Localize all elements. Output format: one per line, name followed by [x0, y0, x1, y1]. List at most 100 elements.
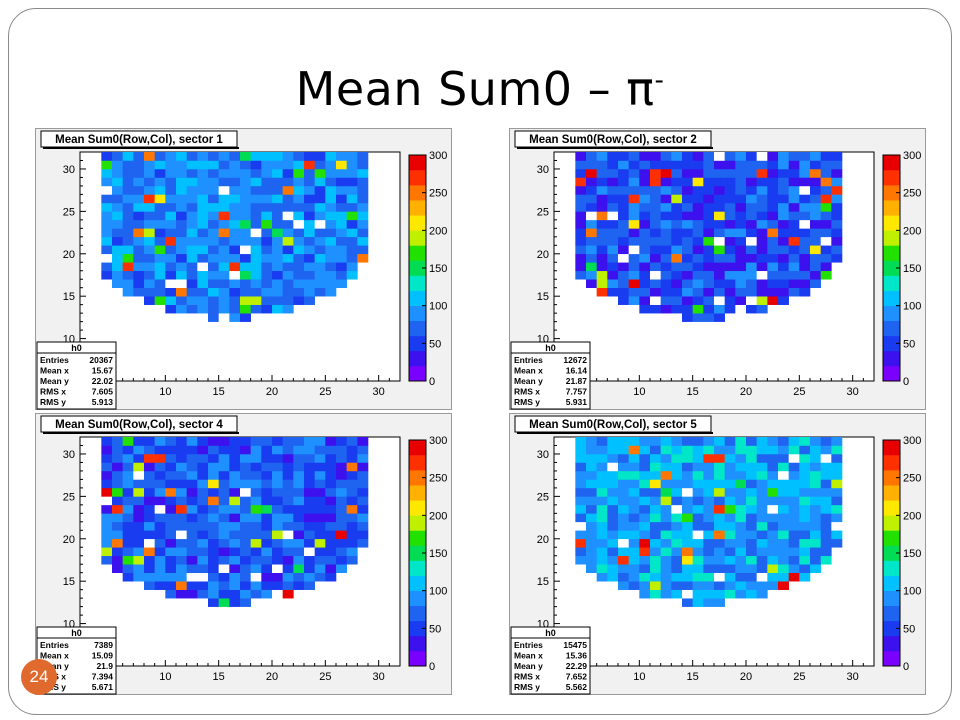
histogram-title: Mean Sum0(Row,Col), sector 1 [55, 134, 223, 146]
heatmap-cell [112, 177, 123, 187]
heatmap-cell [586, 504, 597, 514]
y-tick-label: 25 [537, 491, 549, 503]
heatmap-cell [735, 572, 747, 582]
heatmap-cell [671, 211, 683, 221]
heatmap-cell [282, 437, 294, 446]
heatmap-cell [144, 581, 155, 590]
heatmap-cell [703, 219, 715, 229]
heatmap-cell [586, 547, 597, 557]
heatmap-cell [229, 160, 241, 170]
x-tick-label: 15 [687, 671, 699, 683]
heatmap-cell [122, 496, 134, 506]
heatmap-cell [660, 304, 672, 314]
heatmap-cells [101, 152, 369, 322]
heatmap-cell [101, 185, 113, 195]
heatmap-cell [122, 219, 134, 229]
heatmap-cell [229, 262, 241, 272]
heatmap-cell [778, 547, 789, 557]
heatmap-cell [735, 177, 747, 187]
heatmap-cell [714, 513, 725, 523]
heatmap-cell [788, 152, 800, 161]
heatmap-cell [154, 177, 166, 187]
heatmap-cell [186, 287, 198, 297]
heatmap-cell [724, 445, 736, 455]
heatmap-cell [682, 253, 693, 263]
x-tick-label: 30 [373, 386, 385, 398]
heatmap-cell [112, 262, 123, 272]
heatmap-cell [208, 530, 219, 540]
heatmap-cell [724, 304, 736, 314]
heatmap-cell [767, 513, 779, 523]
heatmap-cell [208, 219, 219, 229]
stats-value: 20367 [89, 355, 113, 365]
heatmap-cell [767, 253, 779, 263]
heatmap-cell [650, 236, 661, 246]
heatmap-cell [810, 245, 821, 255]
heatmap-cell [314, 479, 326, 489]
heatmap-cell [660, 470, 672, 480]
heatmap-cell [596, 279, 608, 288]
heatmap-cell [101, 270, 113, 280]
heatmap-cell [304, 245, 315, 255]
heatmap-cell [703, 304, 715, 314]
heatmap-cell [314, 496, 326, 506]
heatmap-cell [176, 168, 187, 178]
heatmap-cell [208, 547, 219, 557]
heatmap-cell [101, 228, 113, 238]
stats-label: RMS y [514, 682, 540, 692]
heatmap-cell [724, 521, 736, 531]
heatmap-cell [314, 513, 326, 523]
heatmap-cell [799, 262, 811, 272]
heatmap-cell [788, 462, 800, 472]
heatmap-cell [101, 555, 113, 565]
heatmap-cell [186, 211, 198, 221]
heatmap-cell [272, 504, 283, 514]
heatmap-cell [336, 219, 347, 229]
heatmap-cell [282, 262, 294, 272]
heatmap-cell [799, 211, 811, 221]
heatmap-cell [197, 581, 209, 590]
heatmap-cell [660, 453, 672, 463]
heatmap-cell [272, 470, 283, 480]
heatmap-cell [101, 462, 113, 472]
heatmap-cell [596, 202, 608, 212]
heatmap-cell [240, 245, 251, 255]
heatmap-cell [586, 496, 597, 506]
heatmap-cell [240, 564, 251, 573]
heatmap-cell [778, 279, 789, 288]
heatmap-cell [250, 211, 262, 221]
heatmap-cell [229, 177, 241, 187]
heatmap-cell [357, 211, 369, 221]
heatmap-cell [607, 270, 619, 280]
heatmap-cell [133, 160, 145, 170]
heatmap-cell [682, 462, 693, 472]
heatmap-cell [133, 270, 145, 280]
heatmap-cell [810, 479, 821, 489]
heatmap-cell [272, 168, 283, 178]
heatmap-cell [596, 219, 608, 229]
heatmap-cell [692, 270, 704, 280]
heatmap-cell [756, 487, 768, 497]
color-scale-band [409, 545, 426, 561]
heatmap-cell [618, 202, 629, 212]
heatmap-cell [112, 185, 123, 195]
heatmap-cell [714, 453, 725, 463]
heatmap-cell [240, 168, 251, 178]
heatmap-cell [650, 538, 661, 548]
color-scale-band [409, 200, 426, 216]
heatmap-cell [208, 479, 219, 489]
heatmap-cell [671, 521, 683, 531]
heatmap-cell [218, 313, 230, 322]
heatmap-cell [618, 160, 629, 170]
stats-value: 15.36 [566, 651, 588, 661]
heatmap-cell [703, 538, 715, 548]
heatmap-cell [820, 185, 832, 195]
stats-box-name: h0 [545, 343, 556, 353]
heatmap-cell [607, 253, 619, 263]
heatmap-cell [799, 538, 811, 548]
heatmap-cell [724, 236, 736, 246]
heatmap-cell [767, 487, 779, 497]
heatmap-cell [607, 462, 619, 472]
heatmap-cell [272, 296, 283, 305]
heatmap-cell [186, 194, 198, 204]
